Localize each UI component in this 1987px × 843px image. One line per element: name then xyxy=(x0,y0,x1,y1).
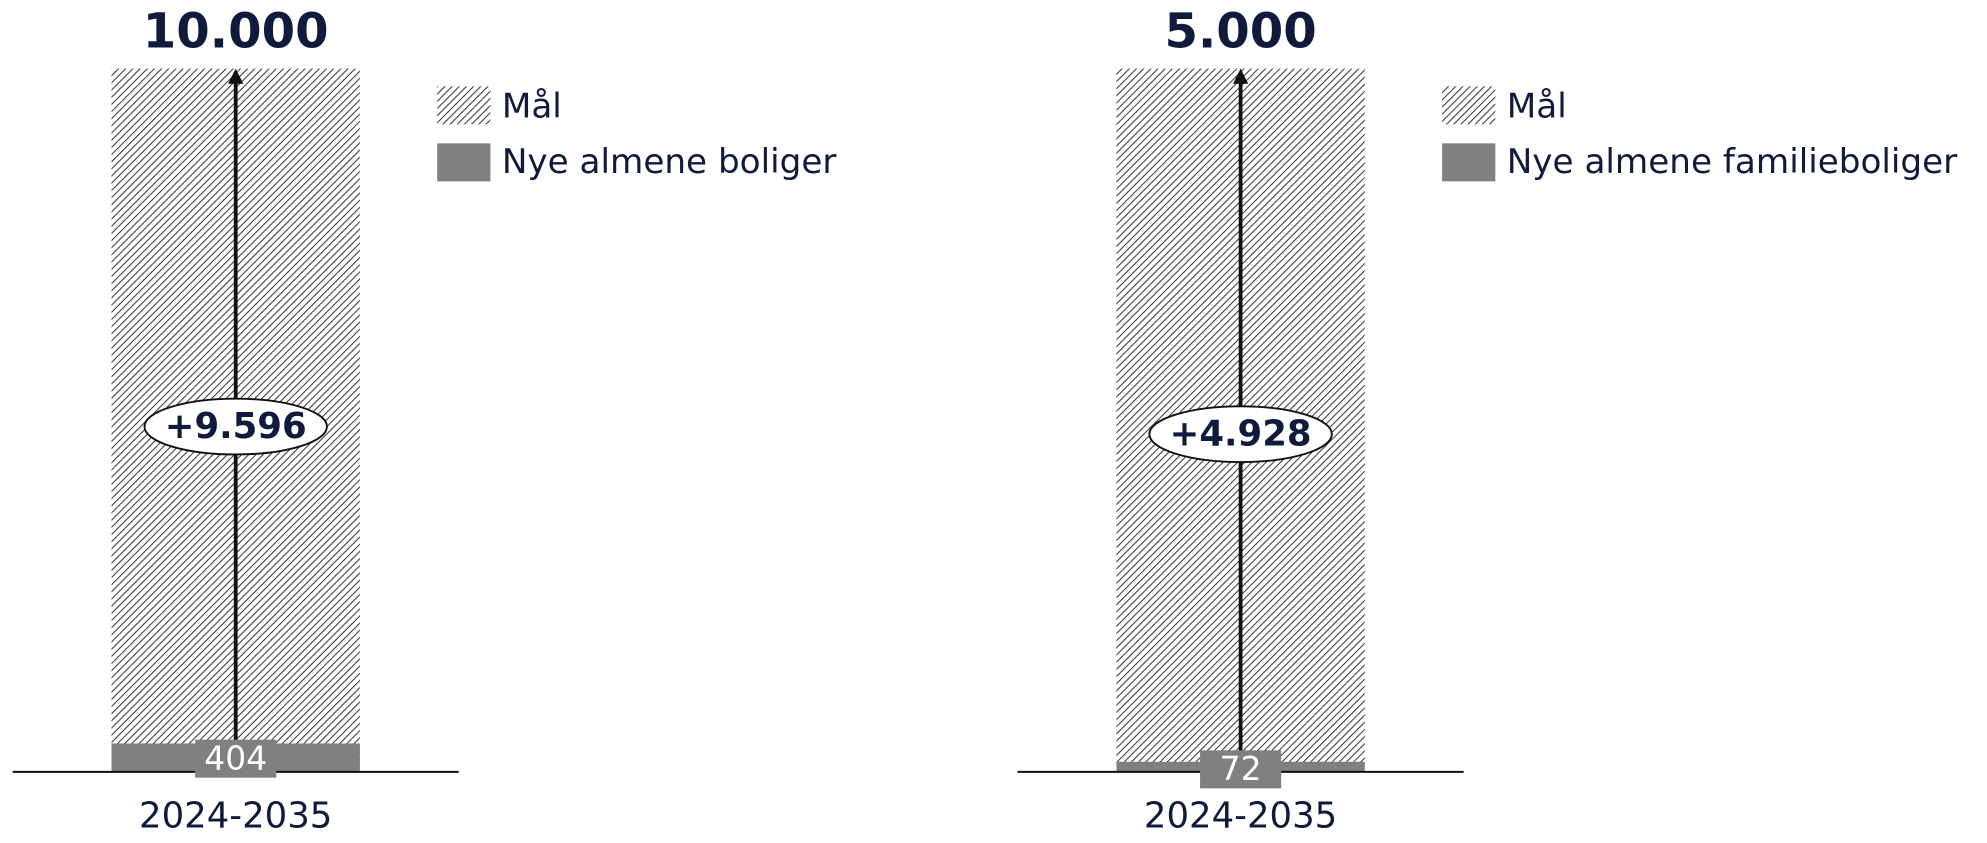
annotation: +9.596 xyxy=(165,406,307,447)
legend-label: Nye almene familieboliger xyxy=(1507,142,1958,182)
value-label-box xyxy=(1200,750,1282,789)
legend-swatch xyxy=(437,143,491,182)
value-label: 72 xyxy=(1220,749,1262,788)
goal-label: 10.000 xyxy=(143,3,329,59)
legend-swatch xyxy=(437,86,491,125)
legend-label: Nye almene boliger xyxy=(502,142,838,182)
legend-label: Mål xyxy=(502,86,562,126)
value-label-box xyxy=(195,739,277,778)
annotation-bubble xyxy=(143,397,328,456)
value-label: 404 xyxy=(204,738,267,777)
legend-swatch xyxy=(1442,143,1496,182)
goal-label: 5.000 xyxy=(1164,3,1316,59)
annotation-bubble xyxy=(1148,405,1333,464)
x-tick-label: 2024-2035 xyxy=(1144,796,1337,837)
annotation: +4.928 xyxy=(1170,413,1312,454)
legend-label: Mål xyxy=(1507,86,1567,126)
legend-swatch xyxy=(1442,86,1496,125)
x-tick-label: 2024-2035 xyxy=(139,796,332,837)
